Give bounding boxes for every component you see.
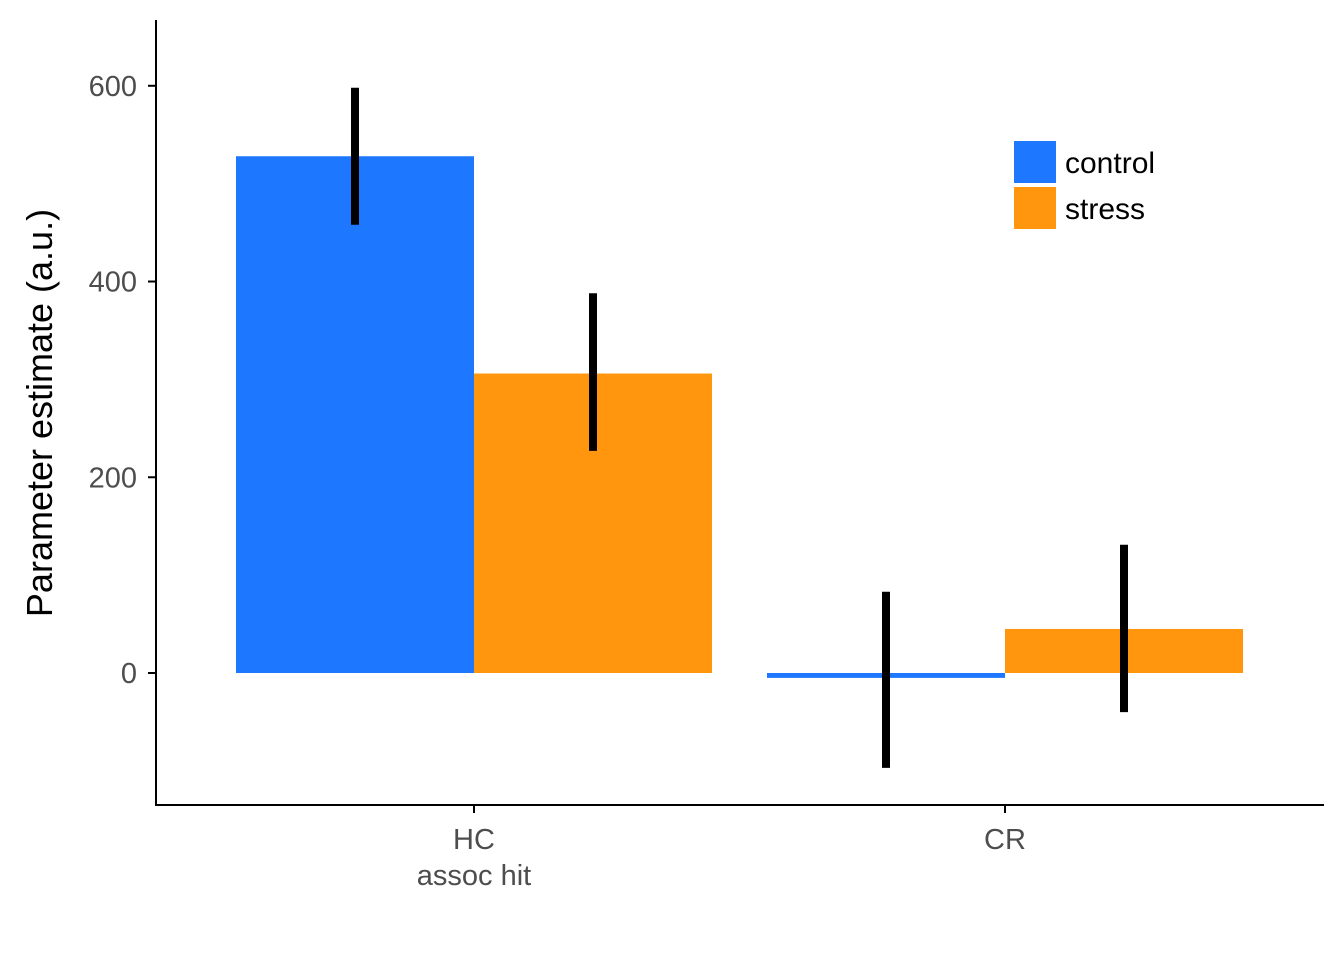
y-tick-label: 200: [89, 462, 137, 494]
x-tick-label: HC: [453, 824, 495, 856]
legend-swatch-stress: [1014, 187, 1056, 229]
bars-layer: [236, 156, 1243, 678]
x-tick-label: CR: [984, 824, 1026, 856]
y-tick-label: 0: [121, 658, 137, 690]
legend-label-stress: stress: [1065, 193, 1145, 226]
x-tick-label: assoc hit: [417, 860, 531, 892]
error-bars-layer: [351, 87, 1128, 768]
axes-layer: [155, 20, 1324, 806]
y-ticks: 0 200 400 600: [89, 71, 156, 690]
legend-swatch-control: [1014, 141, 1056, 183]
legend: control stress: [1014, 141, 1155, 229]
x-ticks: HC assoc hit CR: [417, 805, 1026, 892]
y-axis-title: Parameter estimate (a.u.): [19, 209, 60, 617]
legend-label-control: control: [1065, 147, 1155, 180]
y-tick-label: 600: [89, 71, 137, 103]
bar-control-0: [236, 156, 474, 673]
y-tick-label: 400: [89, 267, 137, 299]
